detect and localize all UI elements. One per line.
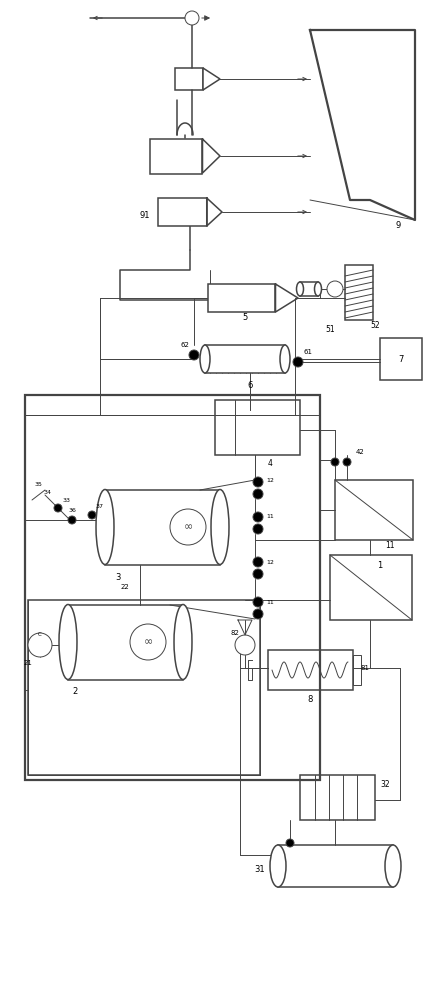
Text: 37: 37 bbox=[96, 504, 104, 508]
Text: 3: 3 bbox=[115, 574, 121, 582]
Bar bbox=[344, 265, 372, 320]
Ellipse shape bbox=[296, 282, 303, 296]
Ellipse shape bbox=[269, 845, 285, 887]
Text: 21: 21 bbox=[23, 660, 32, 666]
Text: 82: 82 bbox=[230, 630, 239, 636]
Text: 52: 52 bbox=[369, 320, 379, 330]
Polygon shape bbox=[275, 284, 297, 312]
Circle shape bbox=[253, 609, 262, 619]
Bar bbox=[379, 338, 421, 380]
Circle shape bbox=[88, 511, 96, 519]
Polygon shape bbox=[206, 198, 222, 226]
Circle shape bbox=[330, 458, 338, 466]
Ellipse shape bbox=[279, 345, 289, 373]
Text: 51: 51 bbox=[325, 326, 334, 334]
Text: 34: 34 bbox=[44, 489, 52, 494]
Circle shape bbox=[130, 624, 166, 660]
Circle shape bbox=[54, 504, 62, 512]
Text: 8: 8 bbox=[307, 696, 312, 704]
Text: 4: 4 bbox=[267, 458, 272, 468]
Ellipse shape bbox=[59, 604, 77, 680]
Text: 12: 12 bbox=[265, 560, 273, 566]
Circle shape bbox=[68, 516, 76, 524]
Polygon shape bbox=[202, 68, 219, 90]
Bar bbox=[150, 139, 202, 174]
Circle shape bbox=[285, 839, 294, 847]
Polygon shape bbox=[202, 139, 219, 173]
Polygon shape bbox=[248, 660, 251, 680]
Text: 33: 33 bbox=[63, 497, 71, 502]
Text: ∞: ∞ bbox=[143, 637, 152, 647]
Text: 61: 61 bbox=[303, 349, 312, 355]
Circle shape bbox=[342, 458, 350, 466]
Text: 5: 5 bbox=[242, 314, 247, 322]
Ellipse shape bbox=[314, 282, 321, 296]
Circle shape bbox=[253, 569, 262, 579]
Text: 9: 9 bbox=[394, 221, 400, 230]
Text: 11: 11 bbox=[384, 540, 394, 550]
Ellipse shape bbox=[96, 489, 114, 564]
Circle shape bbox=[253, 477, 262, 487]
Text: 7: 7 bbox=[397, 355, 403, 363]
Circle shape bbox=[28, 633, 52, 657]
Text: 31: 31 bbox=[254, 865, 265, 874]
Bar bbox=[352, 655, 360, 685]
Circle shape bbox=[253, 597, 262, 607]
Circle shape bbox=[253, 557, 262, 567]
Text: ∞: ∞ bbox=[183, 522, 192, 532]
Circle shape bbox=[184, 11, 199, 25]
Bar bbox=[25, 395, 319, 780]
Text: 42: 42 bbox=[355, 449, 363, 455]
Bar bbox=[334, 480, 412, 540]
Circle shape bbox=[189, 350, 199, 360]
Bar bbox=[277, 845, 392, 887]
Bar bbox=[299, 282, 317, 296]
Ellipse shape bbox=[210, 489, 228, 564]
Circle shape bbox=[253, 489, 262, 499]
Text: 62: 62 bbox=[180, 342, 189, 348]
Bar bbox=[175, 68, 202, 90]
Text: 1: 1 bbox=[377, 560, 382, 570]
Circle shape bbox=[170, 509, 205, 545]
Text: 11: 11 bbox=[265, 600, 273, 605]
Text: 35: 35 bbox=[34, 482, 42, 487]
Ellipse shape bbox=[199, 345, 210, 373]
Text: 32: 32 bbox=[379, 780, 389, 789]
Circle shape bbox=[253, 512, 262, 522]
Circle shape bbox=[292, 357, 302, 367]
Text: 36: 36 bbox=[68, 508, 76, 512]
Bar bbox=[204, 345, 284, 373]
Bar bbox=[299, 775, 374, 820]
Circle shape bbox=[253, 524, 262, 534]
Ellipse shape bbox=[384, 845, 400, 887]
Polygon shape bbox=[237, 620, 251, 635]
Bar bbox=[215, 400, 299, 455]
Text: 12: 12 bbox=[265, 478, 273, 483]
Bar bbox=[207, 284, 275, 312]
Bar bbox=[28, 600, 259, 775]
Text: 91: 91 bbox=[139, 211, 150, 220]
Ellipse shape bbox=[173, 604, 192, 680]
Circle shape bbox=[326, 281, 342, 297]
Bar bbox=[158, 198, 206, 226]
Text: 22: 22 bbox=[120, 584, 129, 590]
Circle shape bbox=[234, 635, 254, 655]
Text: C: C bbox=[38, 633, 42, 638]
Text: 11: 11 bbox=[265, 514, 273, 518]
Text: 2: 2 bbox=[72, 688, 78, 696]
Text: 81: 81 bbox=[360, 665, 368, 671]
Bar bbox=[268, 650, 352, 690]
Bar bbox=[329, 555, 411, 620]
Bar bbox=[68, 605, 183, 680]
Bar bbox=[105, 490, 219, 565]
Polygon shape bbox=[309, 30, 414, 220]
Text: 6: 6 bbox=[247, 380, 252, 389]
